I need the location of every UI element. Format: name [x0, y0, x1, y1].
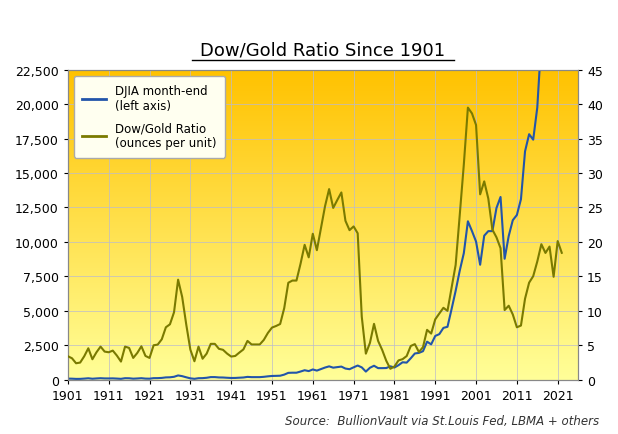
Legend: DJIA month-end
(left axis), Dow/Gold Ratio
(ounces per unit): DJIA month-end (left axis), Dow/Gold Rat…	[74, 76, 225, 158]
Text: Source:  BullionVault via St.Louis Fed, LBMA + others: Source: BullionVault via St.Louis Fed, L…	[286, 414, 599, 427]
Text: Dow/Gold Ratio Since 1901: Dow/Gold Ratio Since 1901	[200, 42, 446, 60]
